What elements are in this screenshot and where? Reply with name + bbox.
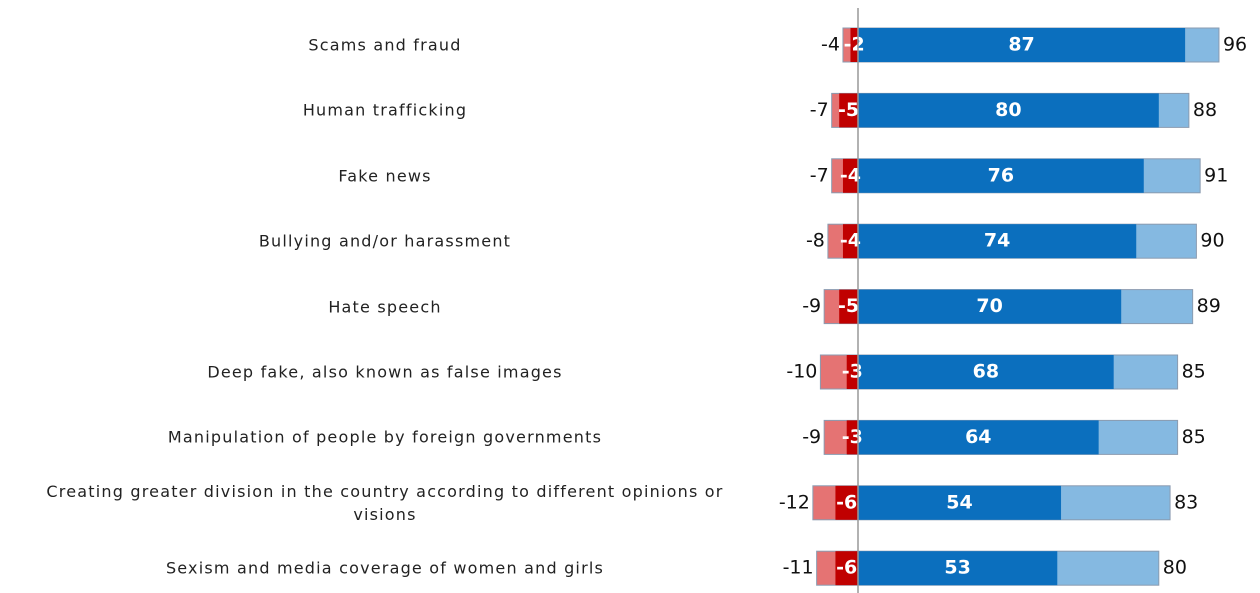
- value-label: -9: [802, 295, 821, 317]
- bar-positive-strong: [858, 93, 1159, 128]
- value-label: -11: [783, 557, 814, 579]
- bar-positive-strong: [858, 224, 1137, 259]
- bar-negative-strong: [842, 224, 858, 259]
- value-label: 96: [1223, 34, 1247, 56]
- value-label: -2: [844, 34, 865, 56]
- bar-negative-strong: [850, 28, 858, 62]
- category-label: Deep fake, also known as false images: [207, 362, 563, 382]
- category-label: Hate speech: [328, 297, 442, 317]
- value-label: 64: [965, 426, 991, 448]
- bar-positive-strong: [858, 551, 1058, 586]
- value-label: 68: [973, 361, 999, 383]
- bar-negative-strong: [839, 289, 858, 324]
- value-label: 91: [1204, 164, 1228, 186]
- bar-negative-strong: [842, 158, 858, 193]
- bar-positive-strong: [858, 289, 1122, 324]
- category-label: Fake news: [338, 166, 432, 186]
- value-label: 89: [1197, 295, 1221, 317]
- bar-positive-strong: [858, 420, 1099, 455]
- category-label: Sexism and media coverage of women and g…: [165, 558, 605, 578]
- value-label: 83: [1174, 491, 1198, 513]
- value-label: -3: [842, 361, 863, 383]
- value-label: -6: [836, 491, 857, 513]
- bar-positive-strong: [858, 158, 1144, 193]
- bar-negative-strong: [846, 420, 858, 455]
- category-label: Creating greater division in the country…: [46, 481, 724, 524]
- value-label: -7: [810, 164, 829, 186]
- bar-positive-strong: [858, 355, 1114, 389]
- value-label: -10: [786, 361, 817, 383]
- value-label: -6: [836, 557, 857, 579]
- value-label: 87: [1008, 34, 1034, 56]
- value-label: 85: [1182, 361, 1206, 383]
- category-label: Manipulation of people by foreign govern…: [167, 427, 603, 447]
- category-label: Scams and fraud: [308, 35, 462, 55]
- bar-positive-strong: [858, 28, 1186, 62]
- value-label: -3: [842, 426, 863, 448]
- bar-negative-strong: [835, 485, 858, 520]
- value-label: 74: [984, 230, 1010, 252]
- value-label: 54: [946, 491, 972, 513]
- value-label: 80: [995, 99, 1021, 121]
- bar-negative-strong: [839, 93, 858, 128]
- value-label: 53: [944, 557, 970, 579]
- value-label: -4: [840, 230, 861, 252]
- value-label: -5: [838, 99, 859, 121]
- value-label: -7: [810, 99, 829, 121]
- bar-negative-strong: [835, 551, 858, 586]
- value-label: -4: [840, 164, 861, 186]
- bar-positive-strong: [858, 485, 1062, 520]
- category-label: Human trafficking: [302, 100, 468, 120]
- value-label: -9: [802, 426, 821, 448]
- value-label: 88: [1193, 99, 1217, 121]
- value-label: 70: [976, 295, 1002, 317]
- value-label: 76: [988, 164, 1014, 186]
- value-label: 80: [1163, 557, 1187, 579]
- value-label: -8: [806, 230, 825, 252]
- value-label: -4: [821, 34, 840, 56]
- value-label: -12: [779, 491, 810, 513]
- category-label: Bullying and/or harassment: [258, 231, 512, 251]
- bar-negative-strong: [846, 355, 858, 389]
- value-label: 85: [1182, 426, 1206, 448]
- value-label: -5: [838, 295, 859, 317]
- value-label: 90: [1200, 230, 1224, 252]
